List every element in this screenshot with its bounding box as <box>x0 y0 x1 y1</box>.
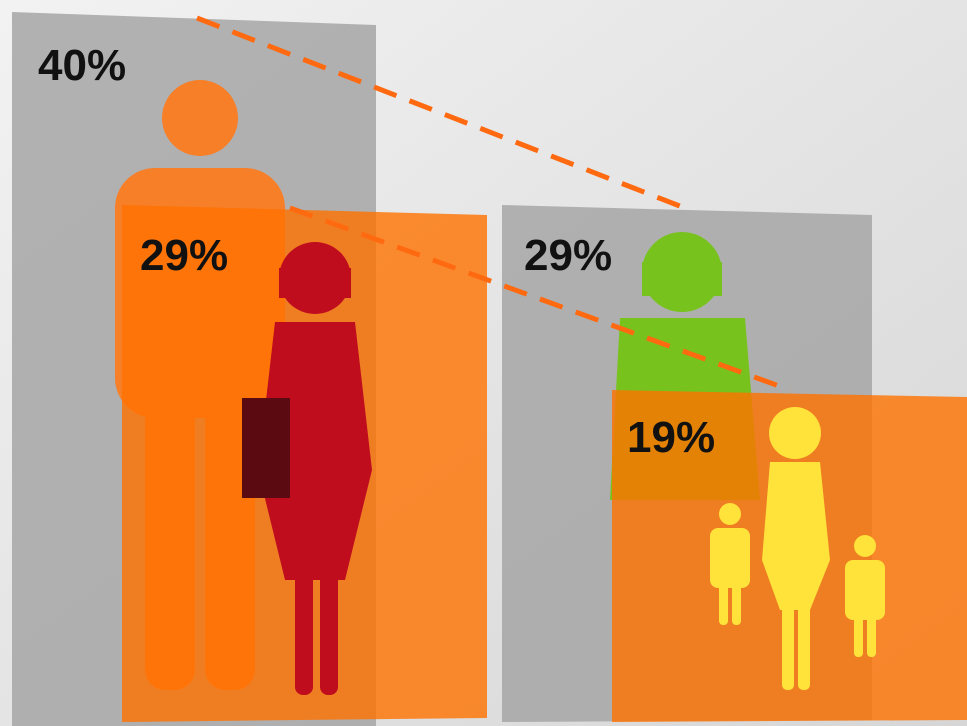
trend-line <box>289 205 791 393</box>
trend-line <box>196 15 691 213</box>
percent-label: 29% <box>524 231 612 280</box>
woman-figure <box>242 242 372 695</box>
percent-label: 19% <box>627 413 715 462</box>
percent-label: 29% <box>140 231 228 280</box>
family-figure <box>710 407 885 690</box>
percent-label: 40% <box>38 41 126 90</box>
